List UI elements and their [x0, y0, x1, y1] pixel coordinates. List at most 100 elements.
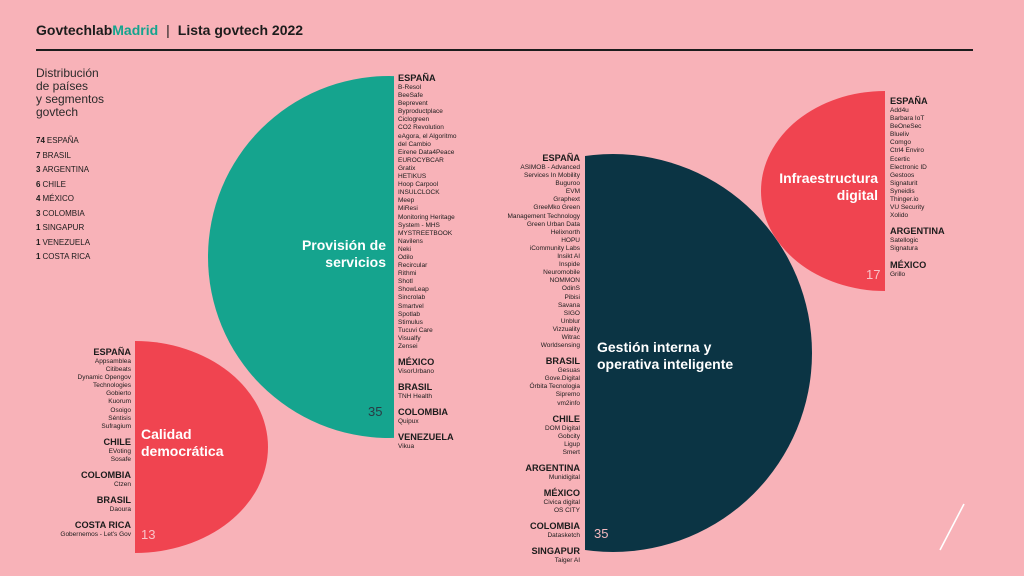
gestion-label: Gestión interna y operativa inteligente: [597, 339, 733, 373]
company-name: Syneidis: [890, 187, 915, 195]
company-name: Tucuvi Care: [398, 326, 433, 334]
gestion-count: 35: [594, 526, 609, 541]
company-name: Beprevent: [398, 100, 428, 108]
company-name: EUROCYBCAR: [398, 156, 444, 164]
company-name: Inspide: [559, 261, 580, 269]
header-separator: |: [166, 22, 170, 38]
company-name: vm2info: [557, 399, 580, 407]
country-heading-colombia: COLOMBIA: [398, 407, 449, 418]
provision-count: 35: [368, 404, 383, 419]
stat-country: ARGENTINA: [42, 165, 90, 174]
company-name: Taiger AI: [554, 557, 580, 565]
company-name: Datasketch: [547, 532, 580, 540]
company-name: Zensei: [398, 343, 418, 350]
company-name: Signaturit: [890, 179, 918, 187]
company-name: Comgo: [890, 139, 911, 147]
country-stat: 1 COSTA RICA: [36, 250, 90, 265]
country-stat: 4 MÉXICO: [36, 192, 90, 207]
country-heading-espana: ESPAÑA: [542, 153, 580, 163]
company-name: Worldsensing: [540, 342, 580, 350]
country-stat: 74 ESPAÑA: [36, 134, 90, 149]
country-heading-mexico: MÉXICO: [890, 259, 927, 270]
company-name: Byproductplace: [398, 108, 443, 116]
company-name: NOMMON: [549, 277, 580, 285]
stat-count: 3: [36, 208, 41, 218]
company-name: GreeMko Green: [533, 204, 580, 212]
country-heading-argentina: ARGENTINA: [890, 226, 945, 237]
company-name: Gesuas: [557, 367, 580, 375]
label-line: servicios: [325, 254, 386, 270]
company-name: Shotl: [398, 278, 413, 286]
company-name: Graphext: [553, 196, 580, 204]
company-name: VisorUrbano: [398, 368, 435, 376]
company-name: Citibeats: [105, 366, 131, 374]
company-name: INSULCLOCK: [398, 189, 440, 197]
label-line: digital: [836, 187, 878, 203]
company-name: Ligup: [564, 440, 580, 448]
country-heading-chile: CHILE: [103, 436, 131, 447]
company-name: Sincrolab: [398, 294, 426, 302]
company-name: EVoting: [108, 447, 131, 455]
company-name: Gestoos: [890, 171, 915, 179]
intro-title-line: de países: [36, 79, 89, 93]
company-name: BeeSafe: [398, 92, 423, 100]
country-heading-espana: ESPAÑA: [93, 347, 131, 357]
country-heading-mexico: MÉXICO: [543, 488, 580, 499]
company-name: Gobierto: [106, 390, 131, 398]
infra-count: 17: [866, 267, 881, 282]
country-stat: 1 SINGAPUR: [36, 221, 90, 236]
company-name: Sipremo: [555, 391, 580, 399]
label-line: democrática: [141, 443, 224, 459]
company-name: Signatura: [890, 245, 918, 253]
company-name: Unblur: [560, 317, 580, 325]
company-name: OdinS: [561, 285, 580, 293]
country-heading-brasil: BRASIL: [96, 495, 131, 506]
company-name: ShowLeap: [398, 286, 429, 294]
company-name: Órbita Tecnologia: [529, 383, 580, 391]
company-name: Ctrl4 Enviro: [890, 147, 924, 155]
company-name: Hoop Carpool: [398, 181, 439, 189]
intro-title-line: govtech: [36, 105, 79, 119]
company-name: SIGO: [563, 309, 580, 317]
label-line: Infraestructura: [779, 170, 878, 186]
country-stat: 3 COLOMBIA: [36, 207, 90, 222]
company-name: Civica digital: [543, 499, 581, 507]
company-name: Management Technology: [507, 212, 580, 220]
country-heading-espana: ESPAÑA: [398, 73, 436, 83]
stat-country: BRASIL: [42, 150, 71, 160]
company-name: Visualfy: [398, 334, 421, 342]
country-stat: 6 CHILE: [36, 178, 90, 193]
infra-label: Infraestructura digital: [762, 170, 878, 204]
intro-title-line: y segmentos: [36, 92, 105, 106]
label-line: Provisión de: [301, 237, 386, 253]
label-line: Calidad: [141, 426, 192, 442]
company-name: Séntisis: [108, 414, 131, 422]
page-header: GovtechlabMadrid | Lista govtech 2022: [36, 22, 303, 38]
country-stat: 1 VENEZUELA: [36, 236, 90, 251]
company-name: Helixnorth: [550, 228, 580, 236]
stat-count: 7: [36, 150, 41, 160]
company-name: EVM: [565, 188, 580, 196]
stat-count: 4: [36, 194, 41, 203]
company-name: MiResi: [398, 205, 418, 213]
country-heading-venezuela: VENEZUELA: [398, 432, 454, 443]
company-name: Smert: [562, 448, 580, 456]
stat-count: 74: [36, 136, 45, 145]
header-rule: [36, 49, 973, 51]
company-name: Appsamblea: [94, 358, 131, 365]
company-name: Blueliv: [890, 131, 910, 139]
company-name: Green Urban Data: [526, 220, 580, 228]
company-name: Grillo: [890, 270, 906, 278]
company-name: Technologies: [93, 382, 131, 390]
page-title: Lista govtech 2022: [177, 22, 304, 38]
company-name: Monitoring Heritage: [398, 213, 455, 221]
country-heading-colombia: COLOMBIA: [80, 470, 131, 481]
calidad-half-circle: [135, 341, 268, 553]
label-line: operativa inteligente: [597, 356, 734, 372]
company-name: CO2 Revolution: [398, 124, 444, 132]
calidad-label: Calidad democrática: [141, 426, 223, 460]
company-name: Rithmi: [398, 270, 417, 278]
intro-title-line: Distribución: [36, 66, 99, 80]
stat-country: VENEZUELA: [42, 237, 91, 247]
decorative-slash: [939, 503, 965, 551]
